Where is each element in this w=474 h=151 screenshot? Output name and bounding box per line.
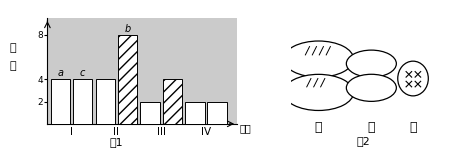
Text: 时期: 时期 bbox=[239, 123, 251, 133]
Text: 量: 量 bbox=[10, 61, 17, 71]
Text: 图1: 图1 bbox=[109, 137, 123, 147]
Bar bbox=[96, 79, 115, 124]
Ellipse shape bbox=[346, 50, 396, 77]
Text: b: b bbox=[124, 24, 130, 34]
Text: 丙: 丙 bbox=[409, 121, 417, 134]
Text: 数: 数 bbox=[10, 43, 17, 53]
Bar bbox=[51, 79, 70, 124]
Bar bbox=[73, 79, 92, 124]
Text: a: a bbox=[57, 68, 64, 78]
Bar bbox=[118, 35, 137, 124]
Text: c: c bbox=[80, 68, 85, 78]
Bar bbox=[207, 102, 227, 124]
Text: 甲: 甲 bbox=[315, 121, 322, 134]
Bar bbox=[185, 102, 205, 124]
Bar bbox=[163, 79, 182, 124]
Ellipse shape bbox=[346, 74, 396, 101]
Text: 图2: 图2 bbox=[356, 136, 370, 146]
Ellipse shape bbox=[283, 74, 354, 111]
Ellipse shape bbox=[283, 41, 354, 77]
Bar bbox=[140, 102, 160, 124]
Text: 乙: 乙 bbox=[368, 121, 375, 134]
Ellipse shape bbox=[398, 61, 428, 96]
